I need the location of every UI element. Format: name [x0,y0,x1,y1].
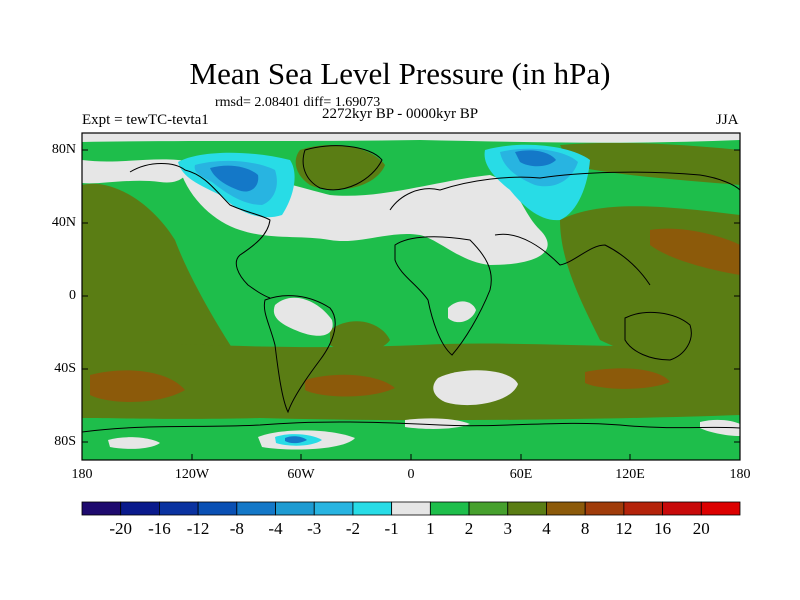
colorbar-swatch [546,501,586,516]
lat-label: 40N [51,215,76,230]
lon-label: 120E [615,467,645,482]
colorbar-swatch [275,501,315,516]
coast-north-america [129,163,271,299]
field-grey-south-pacific [273,297,333,336]
field-brown-indian [585,368,670,389]
colorbar-swatch [429,501,470,516]
coast-africa [394,236,492,356]
colorbar-swatch [391,501,431,516]
field-grey-antarctic-c [405,418,470,429]
colorbar-swatch [313,501,354,516]
lat-label: 80N [51,142,76,157]
field-grey-east-pacific [82,159,190,184]
lon-label: 60W [287,467,315,482]
field-south-atlantic-olive [330,321,390,352]
coast-australia [624,311,692,361]
period-label: 2272kyr BP - 0000kyr BP [322,106,479,122]
field-blue-antarctic-a [285,436,307,444]
colorbar-swatch [507,501,547,516]
coast-antarctica [82,421,740,433]
colorbar-label: 2 [464,519,474,538]
colorbar-label: 8 [580,519,590,538]
colorbar-swatch [352,501,393,516]
colorbar-swatch [120,501,160,516]
colorbar-label: -3 [307,519,322,538]
colorbar-label: 1 [426,519,435,538]
field-brown-nw-pacific [650,228,740,275]
stats-line: rmsd= 2.08401 diff= 1.69073 [215,95,381,110]
colorbar-label: -8 [229,519,244,538]
coast-europe-asia [389,171,740,211]
lon-label: 120W [174,467,210,482]
field-brown-south-pacific [90,370,185,402]
lon-label: 180 [729,467,751,482]
field-south-olive [82,340,740,421]
colorbar-swatch [159,501,199,516]
colorbar-label: 16 [654,519,672,538]
colorbar-label: -4 [268,519,283,538]
lat-label: 40S [54,361,76,376]
colorbar [81,501,741,516]
lon-label: 180 [71,467,93,482]
season-label: JJA [716,112,739,128]
colorbar-label: -16 [148,519,171,538]
field-greenland-olive [295,145,385,190]
colorbar-swatch [197,501,238,516]
colorbar-label: -1 [384,519,399,538]
colorbar-swatch [623,501,663,516]
colorbar-swatch [662,501,702,516]
field-blue-eurasia [515,150,556,167]
colorbar-swatch [584,501,625,516]
axis-ticks [81,149,741,460]
colorbar-label: -2 [345,519,361,538]
colorbar-label: 12 [615,519,633,538]
field-blue-canada [210,165,259,192]
field-brown-south-atlantic [305,374,395,397]
field-grey-south-atlantic [448,301,476,323]
field-grey-pacific-north [82,133,740,143]
lat-label: 0 [69,288,76,303]
colorbar-label: 4 [542,519,551,538]
colorbar-label: 20 [692,519,710,538]
colorbar-swatch [81,501,122,516]
coast-greenland [302,145,383,191]
coast-south-america [263,295,336,414]
colorbar-label: -20 [109,519,133,538]
lon-label: 0 [407,467,415,482]
colorbar-swatch [236,501,276,516]
colorbar-label: 3 [503,519,513,538]
colorbar-swatch [700,501,741,516]
lon-label: 60E [509,467,533,482]
field-grey-antarctic-b [108,437,160,449]
colorbar-label: -12 [186,519,210,538]
coastlines [82,145,740,433]
coast-asia-south [494,233,651,286]
lat-label: 80S [54,434,76,449]
pressure-field [82,133,740,460]
experiment-label: Expt = tewTC-tevta1 [82,112,209,128]
chart-title: Mean Sea Level Pressure (in hPa) [189,56,611,91]
field-grey-indian [433,370,518,406]
colorbar-swatch [468,501,509,516]
